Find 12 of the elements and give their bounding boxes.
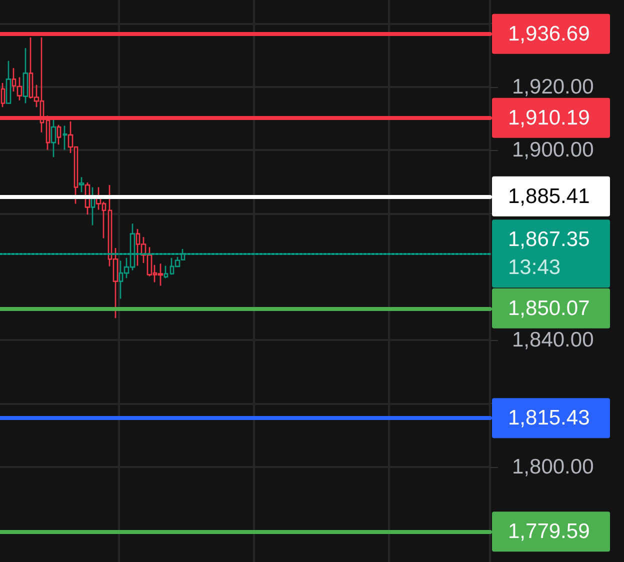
y-tick-label: 1,840.00 — [512, 328, 594, 352]
ref-line-label: 1,815.43 — [508, 406, 590, 430]
ref-line-label: 1,936.69 — [508, 22, 590, 46]
ref-line-label: 1,885.41 — [508, 184, 590, 208]
ref-line-label: 1,850.07 — [508, 296, 590, 320]
ref-line-label: 1,779.59 — [508, 520, 590, 544]
ref-line-label: 1,867.35 — [508, 228, 590, 252]
y-tick-label: 1,920.00 — [512, 75, 594, 98]
ref-line-label: 1,910.19 — [508, 106, 590, 130]
text: 13:43 — [508, 256, 561, 280]
y-tick-label: 1,800.00 — [512, 455, 594, 478]
y-tick-label: 1,900.00 — [512, 138, 594, 162]
